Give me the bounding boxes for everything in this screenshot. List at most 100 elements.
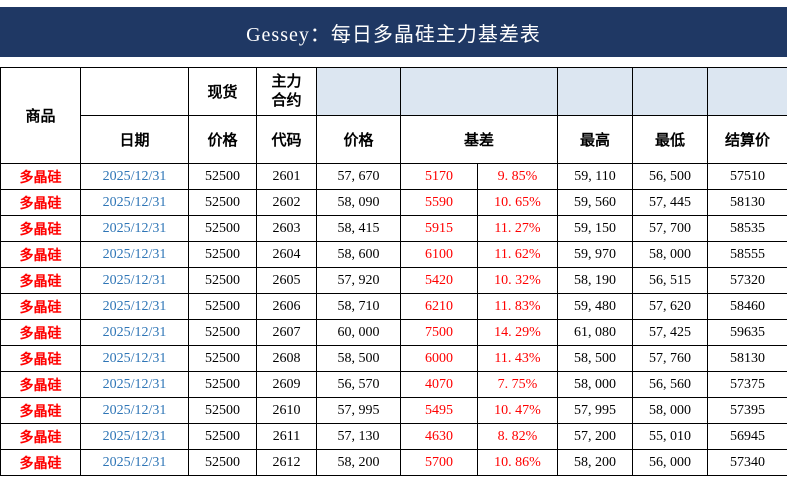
cell-spot: 52500	[188, 241, 257, 268]
col-header-spot-price: 价格	[188, 115, 257, 164]
cell-low: 58, 000	[632, 241, 708, 268]
col-header-basis: 基差	[400, 115, 558, 164]
cell-price: 58, 710	[316, 293, 401, 320]
cell-code: 2606	[256, 293, 317, 320]
col-header-low: 最低	[632, 115, 708, 164]
cell-date: 2025/12/31	[80, 423, 189, 450]
cell-code: 2608	[256, 345, 317, 372]
cell-price: 60, 000	[316, 319, 401, 346]
cell-price: 57, 670	[316, 163, 401, 190]
header-row-2: 日期 价格 代码 价格 基差 最高 最低 结算价	[1, 115, 787, 164]
cell-basis-pct: 8. 82%	[477, 423, 558, 450]
cell-code: 2603	[256, 215, 317, 242]
cell-price: 57, 920	[316, 267, 401, 294]
cell-settle: 58130	[707, 189, 787, 216]
cell-commodity: 多晶硅	[0, 241, 81, 268]
cell-price: 57, 130	[316, 423, 401, 450]
cell-low: 56, 000	[632, 449, 708, 476]
cell-basis-pct: 11. 83%	[477, 293, 558, 320]
basis-table: 商品 现货 主力 合约 日期 价格 代码 价格 基差 最高 最低 结算价	[0, 67, 787, 476]
cell-basis: 5495	[400, 397, 478, 424]
cell-high: 61, 080	[557, 319, 633, 346]
cell-settle: 58555	[707, 241, 787, 268]
col-header-settle: 结算价	[707, 115, 787, 164]
table-row: 多晶硅 2025/12/31 52500 2609 56, 570 4070 7. 75% 5…	[0, 371, 787, 398]
header-blank-date	[80, 67, 189, 116]
cell-code: 2607	[256, 319, 317, 346]
cell-commodity: 多晶硅	[0, 371, 81, 398]
table-row: 多晶硅 2025/12/31 52500 2611 57, 130 4630 8. 82% 5…	[0, 423, 787, 450]
cell-high: 57, 995	[557, 397, 633, 424]
table-header: 商品 现货 主力 合约 日期 价格 代码 价格 基差 最高 最低 结算价	[0, 67, 787, 164]
col-header-high: 最高	[557, 115, 633, 164]
table-row: 多晶硅 2025/12/31 52500 2612 58, 200 5700 10. 86%…	[0, 449, 787, 476]
cell-low: 56, 500	[632, 163, 708, 190]
cell-price: 56, 570	[316, 371, 401, 398]
cell-basis: 4070	[400, 371, 478, 398]
cell-price: 57, 995	[316, 397, 401, 424]
cell-commodity: 多晶硅	[0, 449, 81, 476]
cell-date: 2025/12/31	[80, 293, 189, 320]
cell-low: 58, 000	[632, 397, 708, 424]
col-header-code: 代码	[256, 115, 317, 164]
cell-price: 58, 500	[316, 345, 401, 372]
cell-low: 57, 620	[632, 293, 708, 320]
cell-date: 2025/12/31	[80, 371, 189, 398]
cell-commodity: 多晶硅	[0, 423, 81, 450]
cell-commodity: 多晶硅	[0, 215, 81, 242]
cell-code: 2602	[256, 189, 317, 216]
cell-basis-pct: 11. 27%	[477, 215, 558, 242]
cell-spot: 52500	[188, 163, 257, 190]
cell-settle: 58130	[707, 345, 787, 372]
cell-date: 2025/12/31	[80, 345, 189, 372]
cell-basis-pct: 11. 43%	[477, 345, 558, 372]
table-row: 多晶硅 2025/12/31 52500 2604 58, 600 6100 11. 62%…	[0, 241, 787, 268]
cell-basis: 5700	[400, 449, 478, 476]
cell-date: 2025/12/31	[80, 449, 189, 476]
cell-commodity: 多晶硅	[0, 397, 81, 424]
col-header-price: 价格	[316, 115, 401, 164]
cell-spot: 52500	[188, 397, 257, 424]
cell-high: 59, 480	[557, 293, 633, 320]
cell-basis: 7500	[400, 319, 478, 346]
table-row: 多晶硅 2025/12/31 52500 2608 58, 500 6000 11. 43%…	[0, 345, 787, 372]
cell-commodity: 多晶硅	[0, 163, 81, 190]
table-row: 多晶硅 2025/12/31 52500 2603 58, 415 5915 11. 27%…	[0, 215, 787, 242]
cell-basis: 6100	[400, 241, 478, 268]
cell-date: 2025/12/31	[80, 319, 189, 346]
cell-basis-pct: 14. 29%	[477, 319, 558, 346]
cell-settle: 57395	[707, 397, 787, 424]
cell-high: 58, 000	[557, 371, 633, 398]
cell-spot: 52500	[188, 423, 257, 450]
cell-settle: 58460	[707, 293, 787, 320]
cell-date: 2025/12/31	[80, 397, 189, 424]
col-header-main-contract: 主力 合约	[256, 67, 317, 116]
cell-low: 56, 560	[632, 371, 708, 398]
header-blank-basis	[400, 67, 558, 116]
cell-date: 2025/12/31	[80, 189, 189, 216]
cell-basis: 5590	[400, 189, 478, 216]
cell-basis-pct: 10. 47%	[477, 397, 558, 424]
table-row: 多晶硅 2025/12/31 52500 2610 57, 995 5495 10. 47%…	[0, 397, 787, 424]
cell-high: 58, 200	[557, 449, 633, 476]
col-header-date: 日期	[80, 115, 189, 164]
cell-code: 2611	[256, 423, 317, 450]
table-body: 多晶硅 2025/12/31 52500 2601 57, 670 5170 9. 85% 5…	[0, 163, 787, 476]
cell-price: 58, 200	[316, 449, 401, 476]
cell-high: 59, 110	[557, 163, 633, 190]
cell-high: 58, 190	[557, 267, 633, 294]
cell-spot: 52500	[188, 319, 257, 346]
page-title: Gessey：每日多晶硅主力基差表	[246, 23, 541, 46]
cell-high: 59, 150	[557, 215, 633, 242]
cell-low: 57, 425	[632, 319, 708, 346]
cell-low: 57, 760	[632, 345, 708, 372]
cell-code: 2605	[256, 267, 317, 294]
cell-high: 57, 200	[557, 423, 633, 450]
cell-commodity: 多晶硅	[0, 267, 81, 294]
cell-code: 2609	[256, 371, 317, 398]
cell-low: 55, 010	[632, 423, 708, 450]
table-row: 多晶硅 2025/12/31 52500 2601 57, 670 5170 9. 85% 5…	[0, 163, 787, 190]
table-row: 多晶硅 2025/12/31 52500 2602 58, 090 5590 10. 65%…	[0, 189, 787, 216]
cell-code: 2610	[256, 397, 317, 424]
cell-basis-pct: 7. 75%	[477, 371, 558, 398]
